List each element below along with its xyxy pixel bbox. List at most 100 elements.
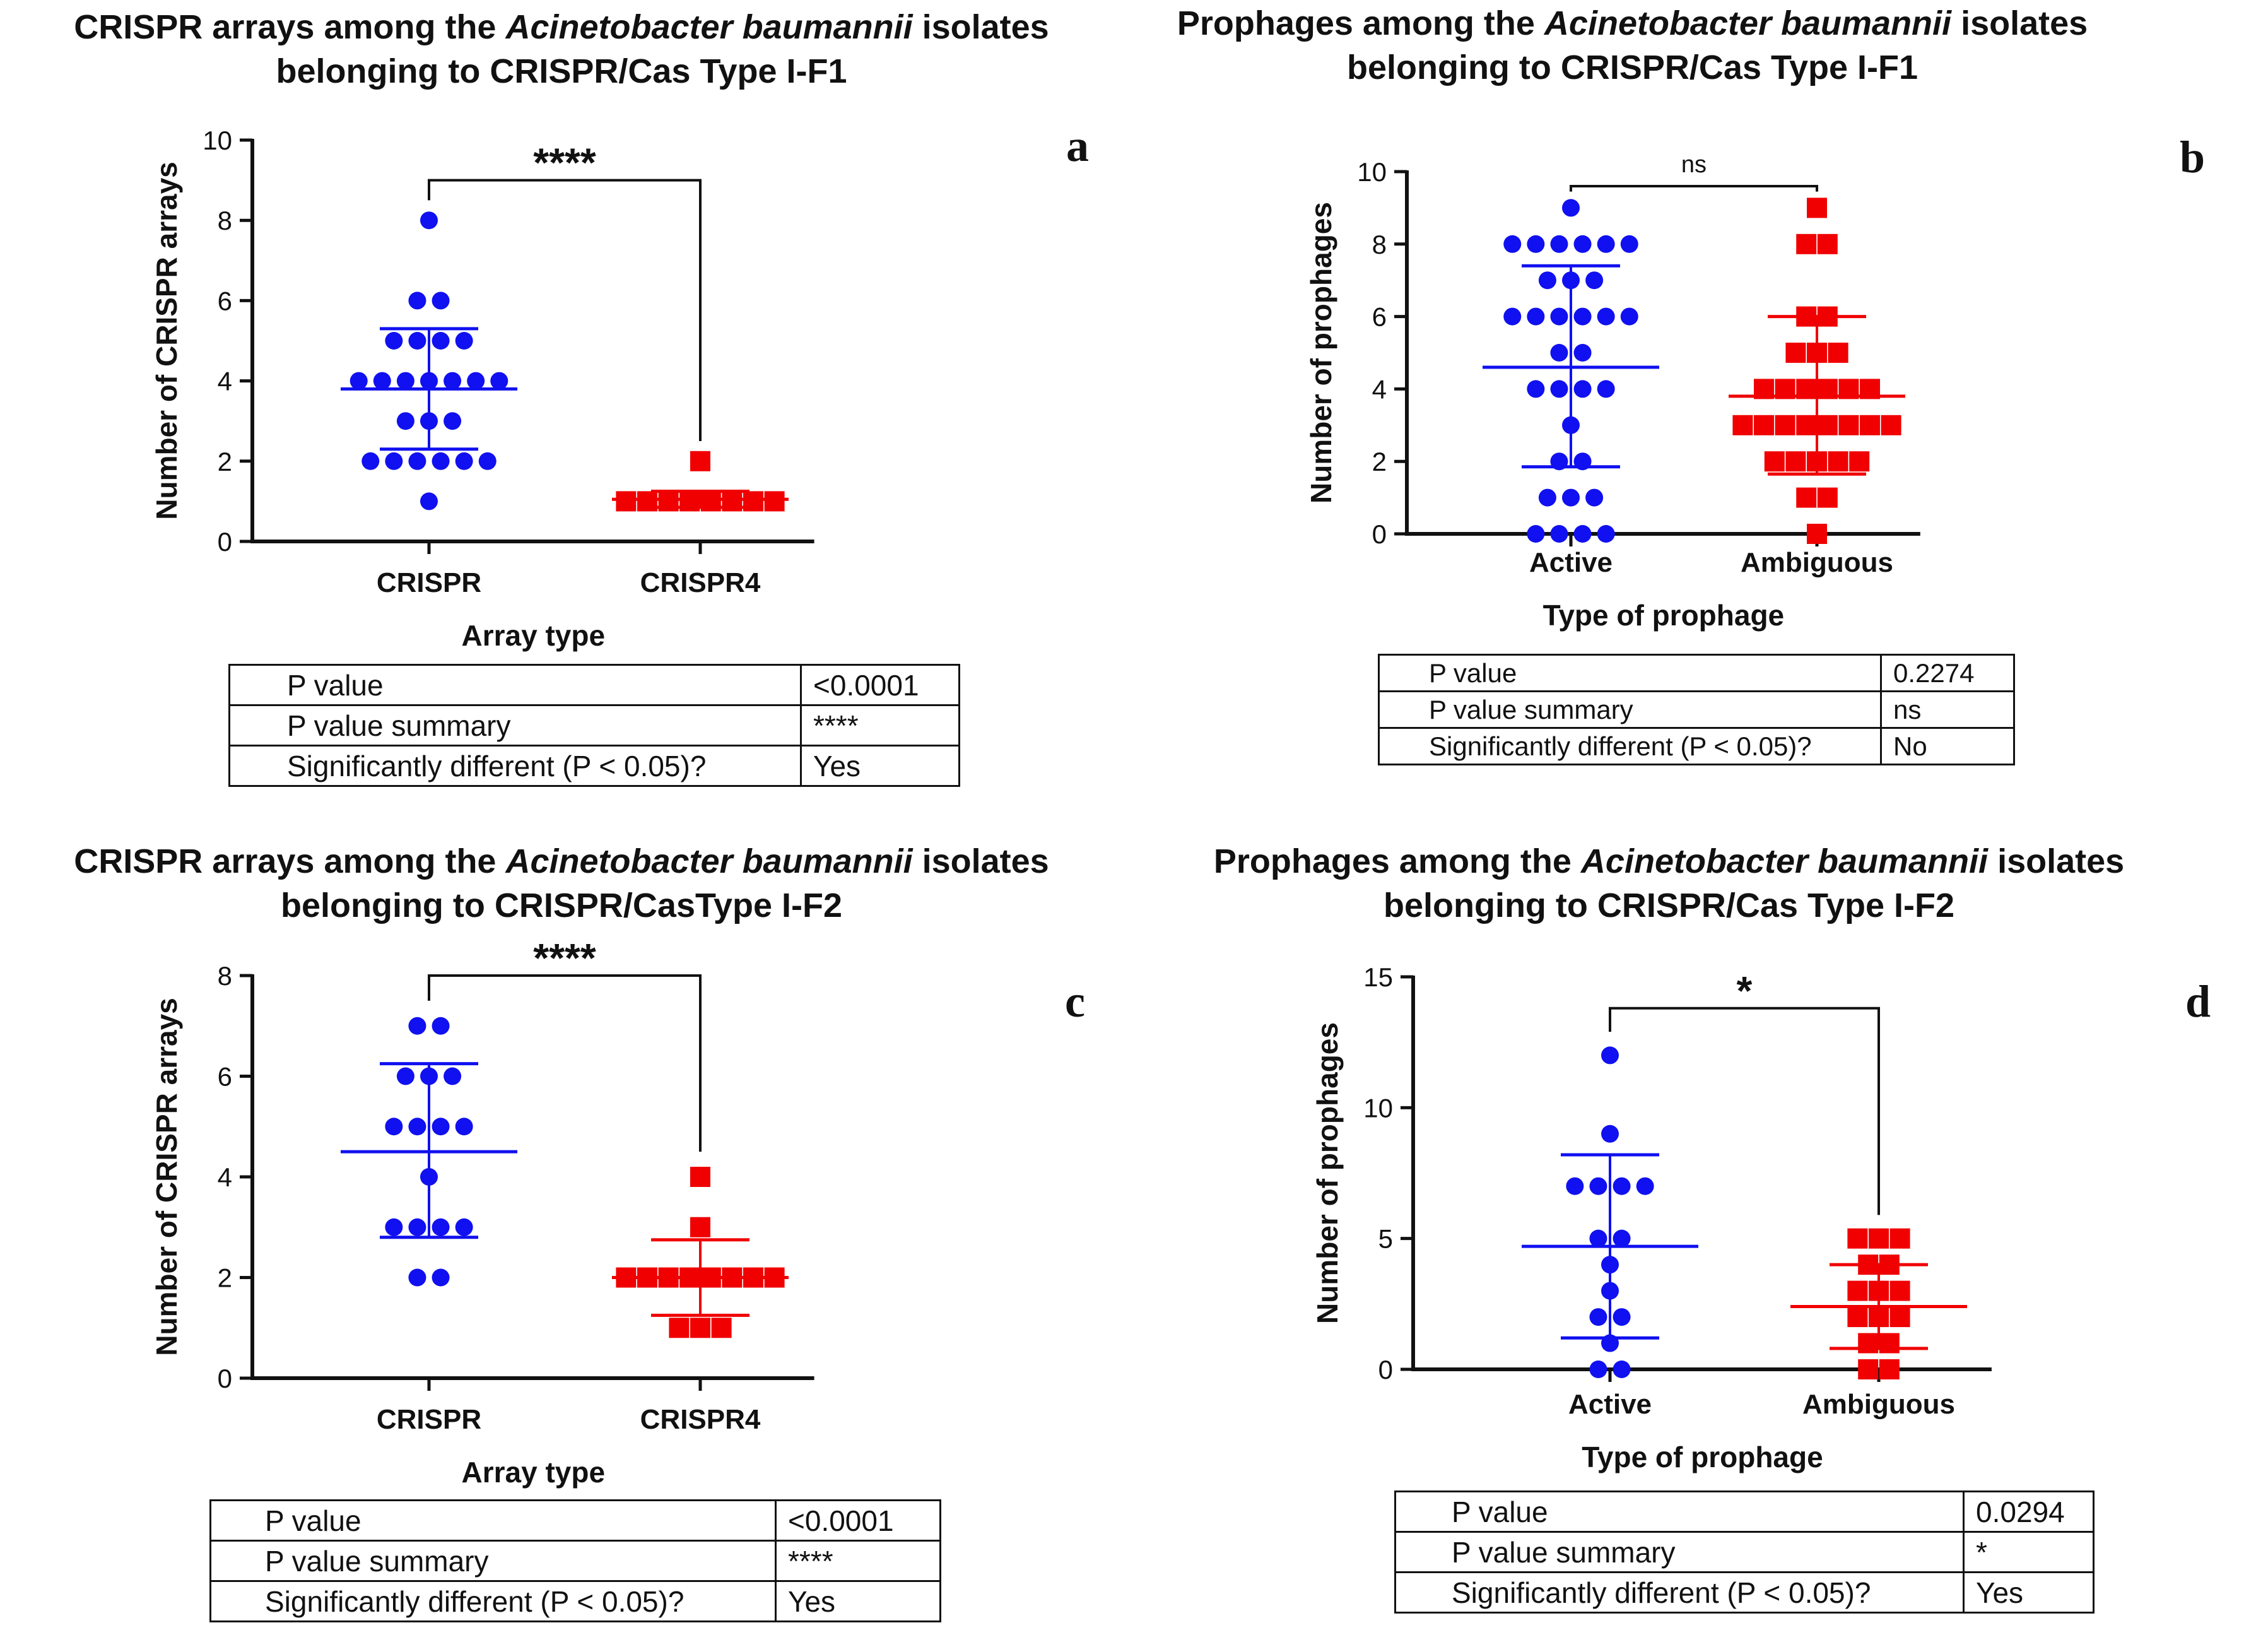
dot-plot: 0 2 4 6 8 10 Active Ambiguous Type of prophage Nu…	[1305, 151, 1920, 632]
data-point	[1538, 271, 1556, 290]
data-point	[1796, 415, 1817, 435]
data-point	[1817, 415, 1838, 435]
data-point	[690, 1167, 710, 1187]
data-point	[1847, 1307, 1868, 1328]
data-point	[455, 452, 473, 470]
stats-label: P value	[209, 1499, 777, 1542]
data-point	[408, 1118, 426, 1136]
data-point	[1620, 307, 1638, 326]
x-axis-title: Type of prophage	[1543, 599, 1785, 632]
data-point	[1775, 415, 1795, 435]
x-axis-title: Array type	[462, 1456, 606, 1489]
data-point	[1550, 344, 1568, 362]
y-tick-label: 15	[1363, 962, 1393, 992]
data-point	[432, 332, 450, 350]
stats-value: Yes	[775, 1580, 941, 1622]
y-axis-title: Number of prophages	[1305, 202, 1337, 504]
x-tick-label: Ambiguous	[1802, 1389, 1955, 1420]
data-point	[1828, 343, 1848, 363]
data-point	[1807, 198, 1827, 218]
stats-value: <0.0001	[775, 1499, 941, 1542]
stats-label: Significantly different (P < 0.05)?	[209, 1580, 777, 1622]
y-tick-label: 6	[218, 286, 232, 316]
stats-value: No	[1880, 727, 2015, 765]
data-point	[1889, 1280, 1910, 1301]
stats-label: P value	[1394, 1490, 1965, 1533]
panel-b: Prophages among the Acinetobacter bauman…	[1136, 0, 2268, 814]
data-point	[1589, 1177, 1607, 1195]
data-point	[1527, 380, 1545, 398]
data-point	[1785, 343, 1806, 363]
y-tick-label: 6	[1372, 302, 1387, 332]
data-point	[690, 451, 710, 471]
data-point	[1589, 1361, 1607, 1378]
data-point	[1879, 1333, 1900, 1354]
stats-table: P value 0.0294 P value summary * Significa…	[1394, 1490, 2095, 1614]
significance-bracket	[1609, 1006, 1880, 1215]
data-point	[1796, 233, 1817, 254]
y-tick-label: 2	[218, 1263, 232, 1293]
stats-label: P value summary	[1378, 690, 1882, 729]
data-point	[1847, 1280, 1868, 1301]
data-point	[1503, 307, 1522, 326]
y-tick-label: 2	[218, 447, 232, 476]
stats-value: <0.0001	[800, 664, 960, 706]
data-point	[1601, 1046, 1619, 1065]
y-axis-title: Number of prophages	[1311, 1022, 1344, 1324]
stats-value: ****	[800, 704, 960, 747]
data-point	[1860, 415, 1880, 435]
x-axis-title: Type of prophage	[1582, 1441, 1823, 1473]
data-point	[444, 372, 462, 390]
data-point	[432, 452, 450, 470]
panel-d: Prophages among the Acinetobacter bauman…	[1136, 827, 2268, 1635]
data-point	[764, 491, 785, 512]
stats-label: Significantly different (P < 0.05)?	[228, 745, 802, 787]
x-tick-label: Active	[1529, 547, 1613, 578]
data-point	[1613, 1177, 1631, 1195]
data-point	[1620, 235, 1638, 253]
data-point	[396, 412, 414, 430]
stats-label: P value summary	[228, 704, 802, 747]
data-point	[1636, 1177, 1654, 1195]
data-point	[1527, 235, 1545, 253]
significance-label: ****	[533, 935, 596, 981]
data-point	[1732, 415, 1753, 435]
data-point	[408, 1218, 426, 1236]
data-point	[444, 412, 462, 430]
data-point	[1858, 1333, 1879, 1354]
data-point	[1838, 415, 1859, 435]
data-point	[385, 452, 403, 470]
data-point	[455, 1218, 473, 1236]
y-tick-label: 6	[218, 1062, 232, 1092]
data-point	[1796, 487, 1817, 508]
data-point	[1573, 344, 1592, 362]
y-tick-label: 0	[1372, 519, 1387, 549]
significance-bracket	[1570, 184, 1818, 192]
y-tick-label: 2	[1372, 447, 1387, 476]
significance-label: *	[1737, 968, 1753, 1013]
x-tick-label: CRISPR	[377, 567, 481, 598]
panel-letter: c	[1065, 976, 1085, 1027]
data-point	[408, 332, 426, 350]
x-tick-label: Ambiguous	[1741, 547, 1893, 578]
data-point	[690, 1217, 710, 1237]
data-point	[432, 1017, 450, 1035]
panel-title: Prophages among the Acinetobacter bauman…	[1213, 842, 2125, 924]
data-point	[478, 452, 496, 470]
data-point	[467, 372, 485, 390]
x-tick-label: Active	[1568, 1389, 1652, 1420]
data-point	[1503, 235, 1522, 253]
stats-label: Significantly different (P < 0.05)?	[1378, 727, 1882, 765]
data-point	[1589, 1229, 1607, 1248]
data-point	[408, 452, 426, 470]
data-point	[350, 372, 368, 390]
y-axis-title: Number of CRISPR arrays	[150, 162, 183, 520]
panel-title: Prophages among the Acinetobacter bauman…	[1177, 4, 2088, 86]
stats-label: P value summary	[209, 1540, 777, 1582]
x-tick-label: CRISPR4	[640, 567, 761, 598]
stats-value: Yes	[1963, 1571, 2095, 1614]
data-point	[1601, 1124, 1619, 1143]
significance-bracket	[428, 179, 702, 441]
data-point	[1817, 233, 1838, 254]
stats-table: P value 0.2274 P value summary ns Signific…	[1378, 654, 2015, 765]
